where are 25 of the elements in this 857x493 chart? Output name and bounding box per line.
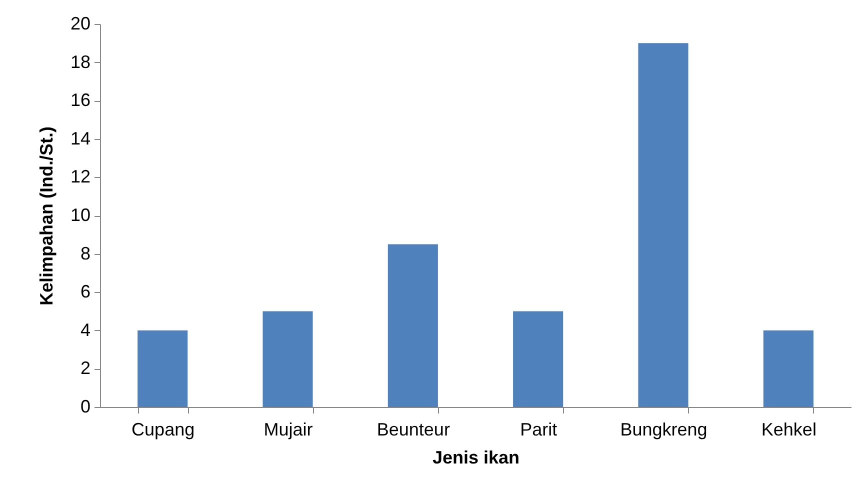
x-tick-label: Mujair — [264, 420, 313, 440]
x-tick-label: Bungkreng — [620, 420, 708, 440]
y-tick-label: 8 — [80, 243, 90, 264]
bar — [513, 311, 564, 407]
y-tick-label: 0 — [80, 396, 90, 416]
x-tick-label: Kehkel — [761, 420, 816, 440]
bar — [138, 330, 188, 407]
y-tick-label: 14 — [70, 128, 90, 148]
bar — [262, 311, 313, 407]
y-axis-title: Kelimpahan (Ind./St.) — [36, 126, 56, 306]
x-tick-label: Beunteur — [376, 420, 450, 440]
y-tick-label: 4 — [80, 320, 90, 340]
x-tick-label: Cupang — [132, 420, 195, 440]
y-tick-label: 6 — [80, 282, 90, 302]
x-tick-label: Parit — [520, 420, 558, 440]
y-tick-label: 16 — [70, 90, 90, 110]
y-tick-label: 20 — [70, 14, 90, 34]
y-tick-label: 10 — [70, 205, 90, 225]
bar — [638, 43, 688, 407]
bar — [763, 330, 814, 407]
y-tick-label: 12 — [70, 166, 90, 187]
x-axis-title: Jenis ikan — [432, 448, 520, 468]
y-tick-label: 2 — [80, 358, 90, 378]
y-tick-label: 18 — [70, 52, 90, 72]
bar — [388, 244, 438, 407]
